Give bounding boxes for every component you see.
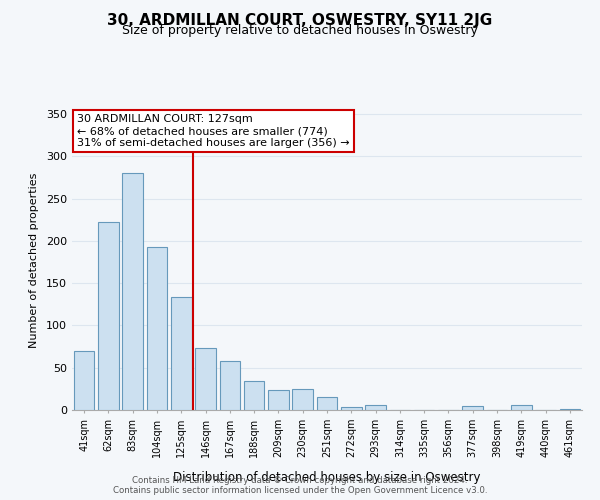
Y-axis label: Number of detached properties: Number of detached properties [29,172,39,348]
Bar [98,222,119,410]
Bar [511,405,532,410]
Bar [365,405,386,410]
Bar [560,409,580,410]
Text: Contains HM Land Registry data © Crown copyright and database right 2024.
Contai: Contains HM Land Registry data © Crown c… [113,476,487,495]
Text: 30 ARDMILLAN COURT: 127sqm
← 68% of detached houses are smaller (774)
31% of sem: 30 ARDMILLAN COURT: 127sqm ← 68% of deta… [77,114,350,148]
Bar [292,389,313,410]
Bar [244,382,265,410]
Bar [74,351,94,410]
Bar [195,348,216,410]
Bar [268,390,289,410]
Bar [122,174,143,410]
Bar [317,398,337,410]
Bar [341,406,362,410]
Bar [171,297,191,410]
Bar [463,406,483,410]
Text: Size of property relative to detached houses in Oswestry: Size of property relative to detached ho… [122,24,478,37]
X-axis label: Distribution of detached houses by size in Oswestry: Distribution of detached houses by size … [173,471,481,484]
Bar [220,361,240,410]
Text: 30, ARDMILLAN COURT, OSWESTRY, SY11 2JG: 30, ARDMILLAN COURT, OSWESTRY, SY11 2JG [107,12,493,28]
Bar [146,247,167,410]
